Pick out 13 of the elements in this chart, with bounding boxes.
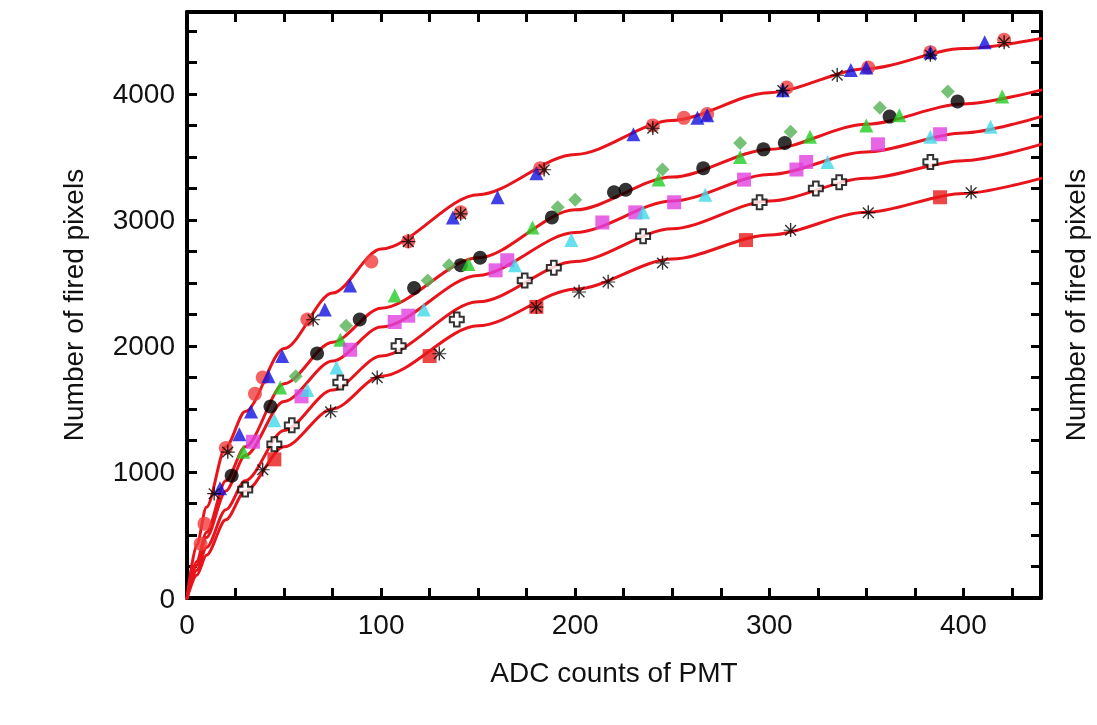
y2-axis-title: Number of fired pixels (1059, 168, 1091, 442)
x-axis-title: ADC counts of PMT (490, 656, 738, 688)
y-axis-title: Number of fired pixels (57, 168, 89, 442)
x-tick-label: 200 (551, 608, 599, 640)
x-tick-label: 400 (940, 608, 987, 640)
x-tick-label: 100 (357, 608, 405, 640)
y-tick-label: 3000 (112, 204, 175, 236)
x-tick-label: 0 (179, 608, 195, 640)
y-tick-label: 2000 (112, 330, 175, 362)
x-tick-label: 300 (745, 608, 793, 640)
y-tick-label: 4000 (112, 78, 175, 110)
y-tick-label: 1000 (112, 456, 175, 488)
y-tick-label: 0 (159, 582, 175, 614)
